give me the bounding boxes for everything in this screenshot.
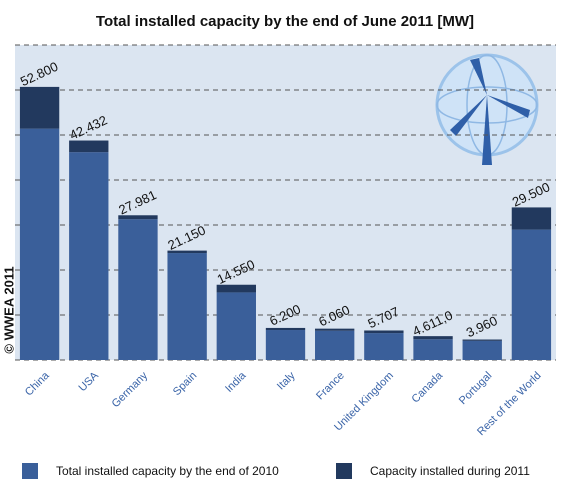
x-tick-label: Italy	[275, 369, 298, 392]
bar-segment	[364, 330, 404, 334]
x-tick-label: Spain	[171, 370, 199, 398]
x-tick-label: India	[223, 369, 249, 395]
globe-icon	[435, 53, 539, 165]
bar-segment	[19, 86, 60, 129]
x-tick-label: China	[23, 369, 52, 398]
bar-segment	[167, 250, 207, 254]
bar-segment	[265, 330, 306, 360]
bar-segment	[19, 128, 60, 360]
x-tick-label: France	[314, 370, 347, 403]
bar-segment	[413, 339, 453, 360]
bar-segment	[167, 253, 207, 360]
bar-segment	[315, 330, 355, 360]
bar-segment	[69, 152, 109, 360]
bar-segment	[511, 229, 552, 360]
x-tick-label: Germany	[110, 369, 151, 410]
x-tick-label: USA	[76, 369, 101, 394]
legend-label: Total installed capacity by the end of 2…	[56, 464, 279, 478]
legend-swatch	[336, 463, 352, 479]
bar-segment	[413, 336, 453, 340]
x-tick-label: Canada	[409, 369, 445, 405]
bar-segment	[69, 140, 109, 153]
bar-segment	[462, 340, 502, 360]
bar-segment	[364, 333, 404, 360]
legend-label: Capacity installed during 2011	[370, 464, 530, 478]
bar-segment	[118, 215, 158, 220]
legend-swatch	[22, 463, 38, 479]
copyright: © WWEA 2011	[1, 266, 16, 353]
bar-segment	[265, 327, 306, 331]
bar-segment	[511, 207, 552, 230]
bar-segment	[462, 339, 502, 341]
bar-segment	[216, 284, 256, 293]
x-tick-label: Portugal	[457, 370, 494, 407]
chart-title: Total installed capacity by the end of J…	[96, 13, 474, 30]
bar-segment	[315, 328, 355, 331]
bar-segment	[216, 292, 256, 360]
bar-segment	[118, 219, 158, 360]
